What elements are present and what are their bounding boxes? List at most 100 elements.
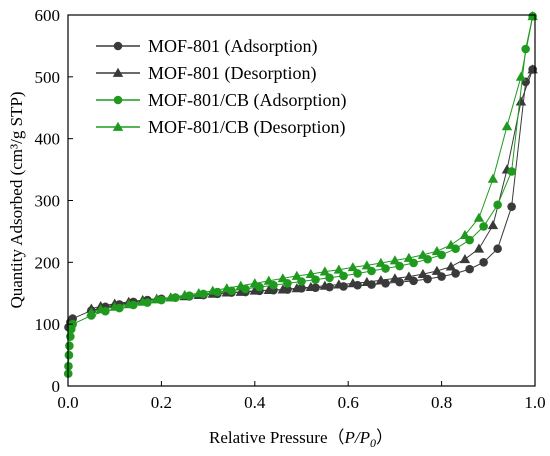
- data-point: [249, 285, 260, 295]
- data-point: [305, 281, 317, 291]
- data-point: [305, 268, 317, 278]
- data-point: [319, 280, 331, 290]
- legend: MOF-801 (Adsorption) MOF-801 (Desorption)…: [96, 36, 347, 138]
- data-point: [493, 200, 502, 210]
- data-point: [333, 279, 345, 289]
- legend-entry: MOF-801 (Desorption): [96, 63, 317, 84]
- data-point: [431, 265, 443, 275]
- x-tick-label: 0.6: [338, 393, 359, 412]
- data-point: [347, 278, 359, 288]
- data-point: [235, 286, 246, 296]
- data-point: [165, 292, 176, 302]
- legend-marker: [113, 95, 123, 105]
- data-point: [319, 266, 331, 276]
- data-point: [375, 257, 387, 267]
- data-point: [487, 220, 499, 230]
- ticks-layer: 0.0 0.2 0.4 0.6 0.8 1.0 0 100 200 300 400 500 600: [35, 6, 546, 412]
- data-point: [521, 44, 530, 54]
- x-axis-title-main: Relative Pressure（: [209, 428, 345, 447]
- data-point: [445, 261, 457, 271]
- x-tick-label: 1.0: [524, 393, 545, 412]
- data-point: [325, 273, 334, 283]
- legend-entry: MOF-801/CB (Desorption): [96, 117, 346, 138]
- data-point: [479, 258, 488, 267]
- data-point: [207, 285, 218, 295]
- data-point: [459, 254, 471, 264]
- data-point: [65, 341, 74, 351]
- data-point: [109, 301, 120, 311]
- legend-marker: [112, 121, 124, 131]
- data-point: [123, 299, 134, 309]
- series-line: [67, 16, 534, 374]
- data-point: [445, 239, 457, 249]
- data-point: [403, 252, 415, 262]
- legend-label: MOF-801/CB (Adsorption): [148, 90, 347, 111]
- data-point: [507, 167, 516, 176]
- data-point: [479, 222, 488, 231]
- data-point: [473, 212, 485, 222]
- data-point: [291, 270, 303, 280]
- data-point: [451, 269, 460, 278]
- data-point: [291, 283, 303, 293]
- data-point: [339, 271, 348, 281]
- y-tick-label: 500: [35, 68, 61, 87]
- data-point: [389, 255, 401, 265]
- data-point: [487, 173, 499, 183]
- data-point: [86, 307, 97, 317]
- data-point: [493, 244, 502, 254]
- y-axis-title: Quantity Adsorbed (cm³/g STP): [7, 91, 26, 308]
- y-tick-label: 0: [52, 377, 61, 396]
- x-axis-title: Relative Pressure（P/P0）: [209, 428, 393, 450]
- data-point: [353, 269, 362, 278]
- legend-label: MOF-801/CB (Desorption): [148, 117, 346, 138]
- legend-label: MOF-801 (Adsorption): [148, 36, 318, 57]
- data-point: [417, 249, 429, 259]
- y-tick-label: 100: [35, 315, 61, 334]
- data-point: [277, 273, 289, 283]
- data-point: [95, 304, 106, 314]
- series-4: [86, 11, 538, 317]
- y-tick-label: 200: [35, 253, 61, 272]
- data-point: [361, 276, 373, 287]
- data-point: [515, 71, 527, 81]
- data-point: [389, 273, 401, 283]
- data-point: [459, 229, 471, 240]
- series-layer: [63, 11, 538, 378]
- data-point: [375, 275, 387, 285]
- data-point: [347, 262, 359, 272]
- data-point: [515, 96, 527, 106]
- data-point: [179, 289, 190, 300]
- data-point: [507, 202, 516, 211]
- x-tick-label: 0.4: [244, 393, 266, 412]
- x-axis-title-close: ）: [376, 428, 393, 447]
- data-point: [417, 268, 429, 278]
- data-point: [64, 350, 74, 360]
- data-point: [431, 246, 443, 256]
- legend-label: MOF-801 (Desorption): [148, 63, 317, 84]
- legend-marker: [113, 41, 123, 51]
- x-tick-label: 0.8: [431, 393, 452, 412]
- y-tick-label: 600: [35, 6, 61, 25]
- data-point: [263, 275, 275, 285]
- x-axis-title-var: P/P: [344, 428, 371, 447]
- data-point: [221, 283, 232, 293]
- data-point: [501, 121, 513, 131]
- legend-entry: MOF-801 (Adsorption): [96, 36, 318, 57]
- data-point: [235, 280, 246, 290]
- data-point: [66, 332, 75, 341]
- data-point: [403, 271, 415, 281]
- data-point: [473, 243, 485, 253]
- legend-entry: MOF-801/CB (Adsorption): [96, 90, 347, 111]
- x-tick-label: 0.2: [151, 393, 172, 412]
- y-tick-label: 400: [35, 130, 61, 149]
- x-tick-label: 0.0: [57, 393, 78, 412]
- data-point: [465, 264, 474, 274]
- data-point: [361, 260, 373, 270]
- x-axis-title-sub: 0: [370, 436, 376, 450]
- y-tick-label: 300: [35, 192, 61, 211]
- legend-marker: [112, 67, 124, 77]
- data-point: [263, 284, 275, 295]
- data-point: [193, 288, 204, 298]
- data-point: [137, 296, 148, 306]
